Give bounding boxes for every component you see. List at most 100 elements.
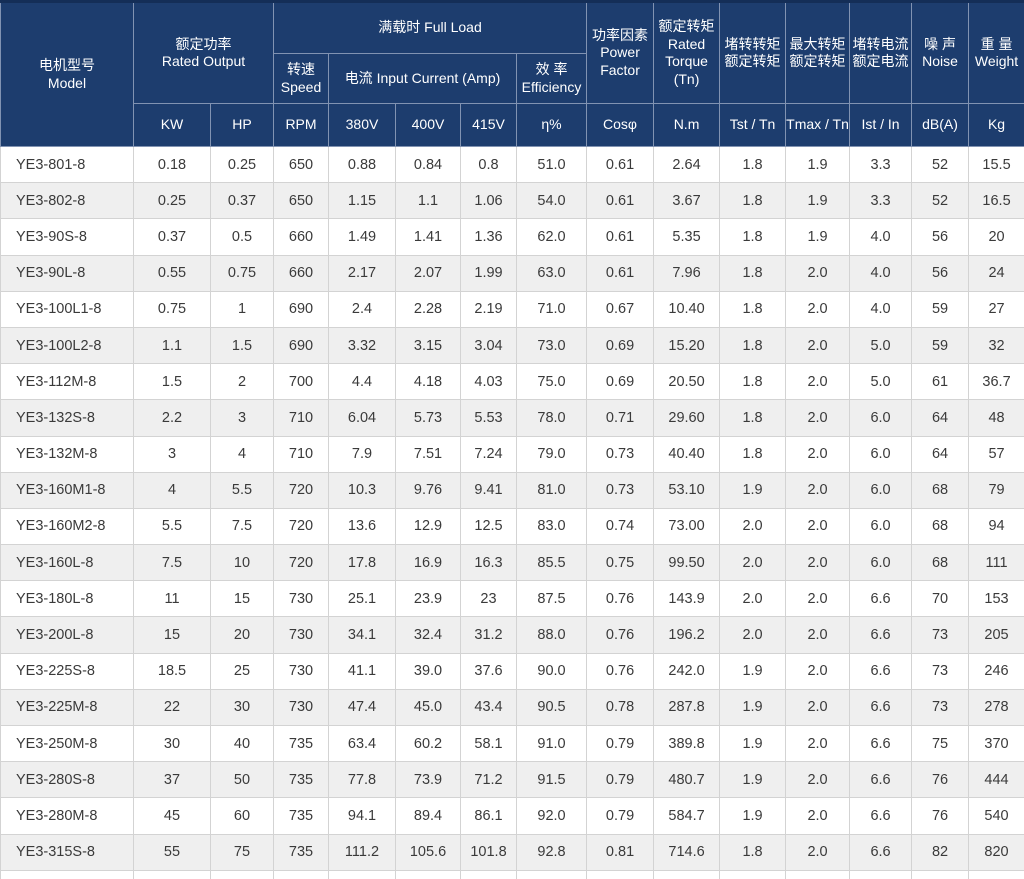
- cell-value: 63.0: [517, 255, 587, 291]
- cell-value: 2.0: [720, 581, 786, 617]
- cell-empty: [969, 870, 1024, 879]
- cell-value: 78.0: [517, 400, 587, 436]
- cell-value: 37: [134, 762, 211, 798]
- cell-value: 71.0: [517, 291, 587, 327]
- cell-value: 73.9: [396, 762, 461, 798]
- cell-value: 730: [274, 617, 329, 653]
- cell-value: 2.0: [720, 545, 786, 581]
- cell-value: 15: [134, 617, 211, 653]
- cell-value: 32: [969, 327, 1024, 363]
- cell-value: 89.4: [396, 798, 461, 834]
- cell-value: 20.50: [654, 364, 720, 400]
- header-full-load-label: 满载时 Full Load: [378, 19, 481, 35]
- cell-value: 16.9: [396, 545, 461, 581]
- cell-value: 2.0: [786, 472, 850, 508]
- cell-value: 51.0: [517, 147, 587, 183]
- cell-value: 1.9: [786, 147, 850, 183]
- cell-value: 1.8: [720, 255, 786, 291]
- cell-value: 73.0: [517, 327, 587, 363]
- cell-value: 10: [211, 545, 274, 581]
- cell-value: 4.0: [850, 291, 912, 327]
- cell-value: 0.69: [587, 364, 654, 400]
- col-header-current: 电流 Input Current (Amp): [329, 54, 517, 104]
- cell-model: YE3-90L-8: [1, 255, 134, 291]
- cell-value: 40: [211, 726, 274, 762]
- cell-model: YE3-100L2-8: [1, 327, 134, 363]
- cell-value: 73: [912, 617, 969, 653]
- cell-value: 0.25: [134, 183, 211, 219]
- cell-value: 68: [912, 508, 969, 544]
- cell-value: 0.61: [587, 147, 654, 183]
- header-rated-torque-en1: Rated: [654, 36, 719, 54]
- header-model-zh: 电机型号: [1, 57, 133, 75]
- cell-value: 0.75: [134, 291, 211, 327]
- cell-value: 2.0: [786, 617, 850, 653]
- cell-value: 4.0: [850, 219, 912, 255]
- cell-value: 12.5: [461, 508, 517, 544]
- cell-value: 37.6: [461, 653, 517, 689]
- cell-value: 20: [211, 617, 274, 653]
- cell-value: 1.9: [720, 472, 786, 508]
- cell-value: 60.2: [396, 726, 461, 762]
- cell-value: 6.6: [850, 762, 912, 798]
- unit-hp: HP: [211, 104, 274, 147]
- cell-model: YE3-100L1-8: [1, 291, 134, 327]
- header-tmax-line2: 额定转矩: [786, 53, 849, 71]
- cell-value: 0.37: [211, 183, 274, 219]
- unit-380v: 380V: [329, 104, 396, 147]
- cell-empty: [396, 870, 461, 879]
- col-header-power-factor: 功率因素 Power Factor: [587, 2, 654, 104]
- cell-value: 1.06: [461, 183, 517, 219]
- cell-value: 45: [134, 798, 211, 834]
- cell-model: YE3-160M2-8: [1, 508, 134, 544]
- cell-value: 76: [912, 762, 969, 798]
- cell-value: 6.6: [850, 653, 912, 689]
- cell-value: 15: [211, 581, 274, 617]
- cell-value: 85.5: [517, 545, 587, 581]
- unit-rpm: RPM: [274, 104, 329, 147]
- cell-value: 0.25: [211, 147, 274, 183]
- header-model-en: Model: [1, 75, 133, 93]
- cell-value: 1.5: [211, 327, 274, 363]
- cell-value: 0.67: [587, 291, 654, 327]
- cell-value: 12.9: [396, 508, 461, 544]
- cell-empty: [912, 870, 969, 879]
- cell-value: 0.61: [587, 219, 654, 255]
- cell-value: 5.5: [211, 472, 274, 508]
- table-row-partial: [1, 870, 1024, 879]
- cell-value: 2.0: [786, 508, 850, 544]
- cell-value: 22: [134, 689, 211, 725]
- cell-value: 1.8: [720, 436, 786, 472]
- cell-value: 480.7: [654, 762, 720, 798]
- cell-value: 62.0: [517, 219, 587, 255]
- cell-value: 5.73: [396, 400, 461, 436]
- cell-value: 0.71: [587, 400, 654, 436]
- cell-value: 45.0: [396, 689, 461, 725]
- cell-value: 27: [969, 291, 1024, 327]
- header-tst-line1: 堵转转矩: [720, 36, 785, 54]
- cell-value: 6.0: [850, 436, 912, 472]
- cell-value: 1.49: [329, 219, 396, 255]
- cell-value: 7.96: [654, 255, 720, 291]
- header-rated-torque-en3: (Tn): [654, 71, 719, 89]
- col-header-noise: 噪 声 Noise: [912, 2, 969, 104]
- cell-value: 2.0: [786, 255, 850, 291]
- cell-model: YE3-225S-8: [1, 653, 134, 689]
- cell-value: 24: [969, 255, 1024, 291]
- cell-value: 2.0: [720, 617, 786, 653]
- cell-value: 5.0: [850, 364, 912, 400]
- cell-value: 4.03: [461, 364, 517, 400]
- col-header-efficiency: 效 率 Efficiency: [517, 54, 587, 104]
- cell-value: 1.8: [720, 400, 786, 436]
- cell-value: 1.9: [720, 653, 786, 689]
- cell-empty: [850, 870, 912, 879]
- cell-value: 2.28: [396, 291, 461, 327]
- cell-value: 79: [969, 472, 1024, 508]
- cell-empty: [1, 870, 134, 879]
